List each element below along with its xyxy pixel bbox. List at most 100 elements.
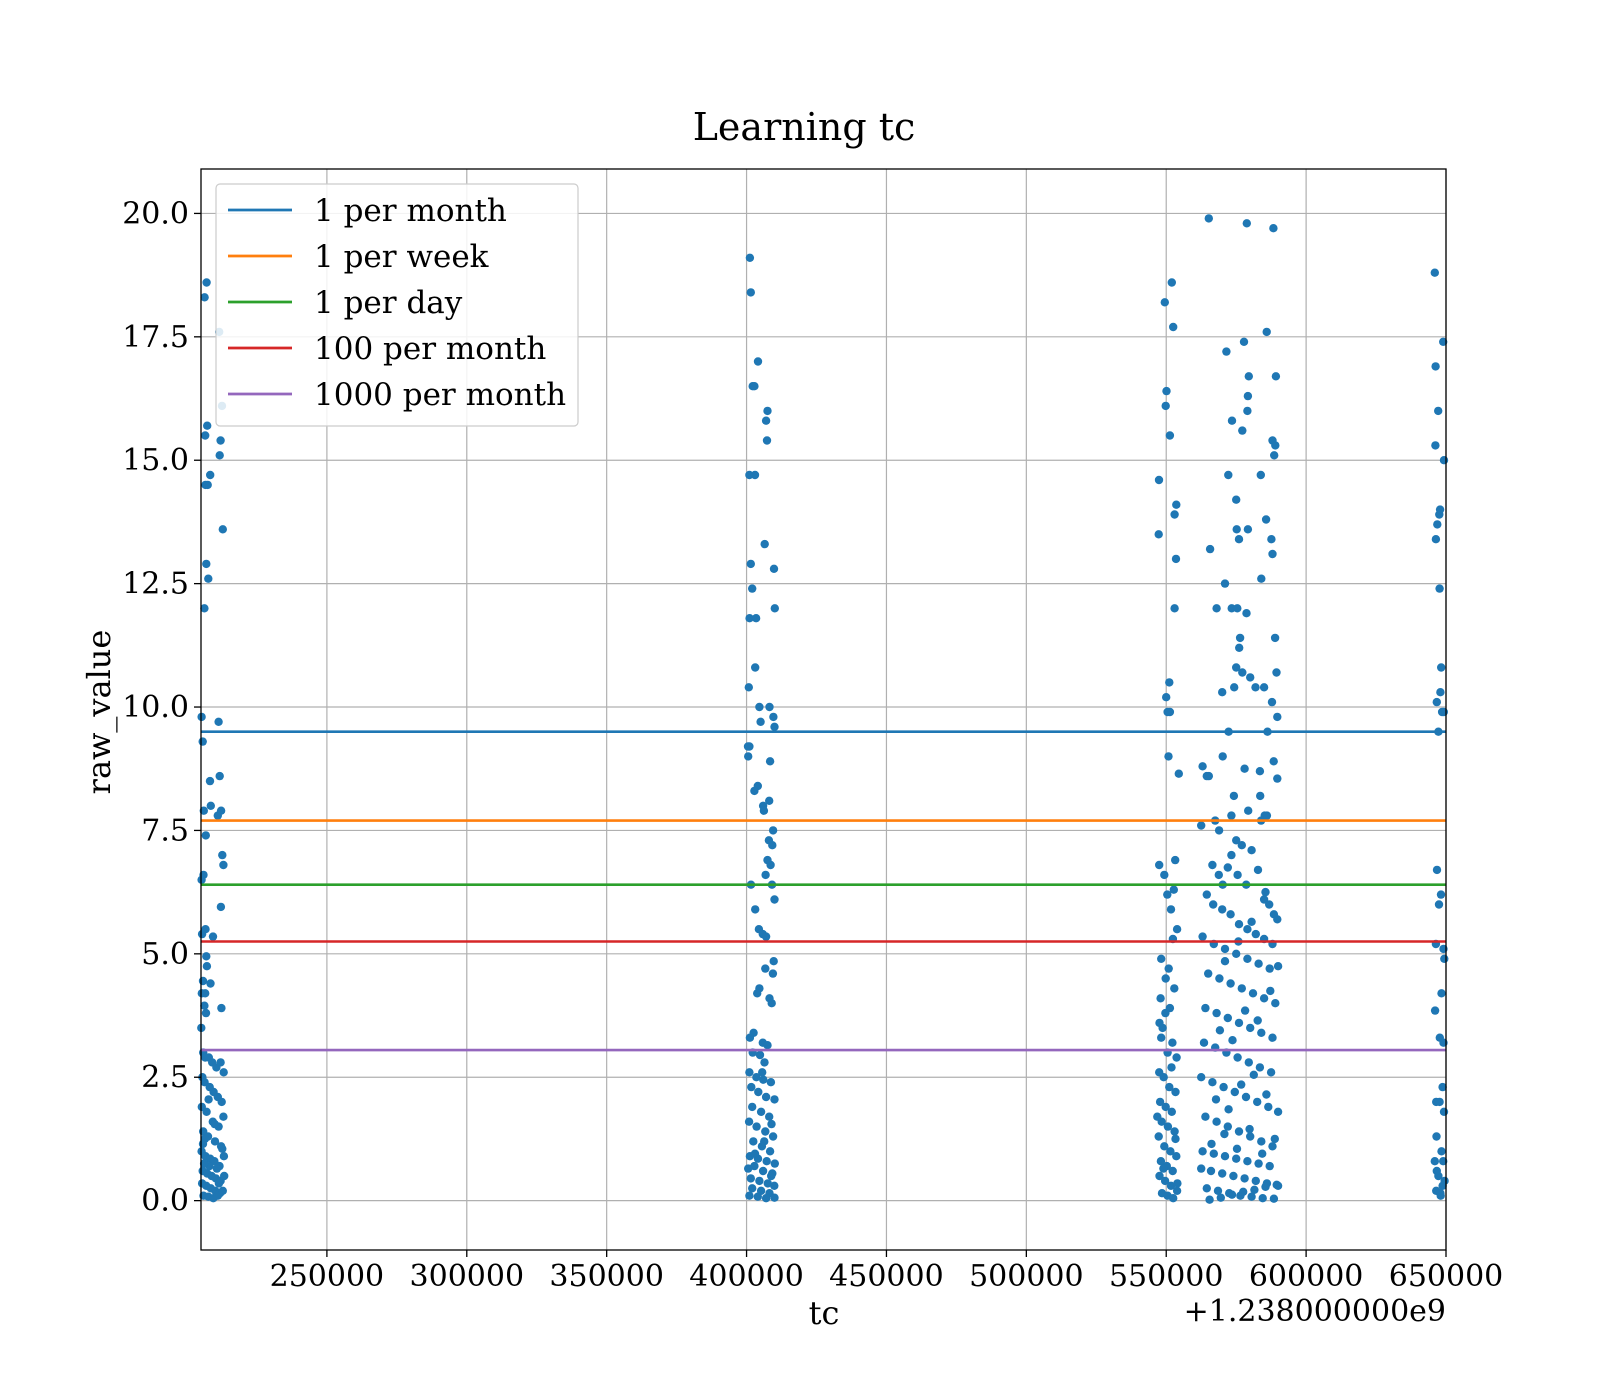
data-point	[745, 1191, 754, 1200]
data-point	[755, 1050, 765, 1060]
data-point	[755, 1176, 764, 1186]
data-point	[212, 1164, 222, 1173]
x-tick-label: 400000	[689, 1259, 804, 1294]
data-point	[1234, 1018, 1244, 1028]
data-point	[745, 253, 755, 262]
data-point	[1254, 959, 1263, 968]
x-tick-label: 650000	[1389, 1259, 1504, 1294]
data-point	[1430, 268, 1440, 277]
data-point	[752, 1073, 761, 1082]
data-point	[1240, 1006, 1250, 1015]
data-point	[1272, 1180, 1281, 1190]
data-point	[1436, 688, 1445, 697]
data-point	[758, 1068, 767, 1077]
data-point	[1251, 929, 1261, 939]
data-point	[1433, 520, 1442, 529]
data-point	[1167, 1107, 1177, 1117]
data-point	[770, 895, 779, 904]
data-point	[1232, 1144, 1242, 1154]
data-point	[761, 932, 771, 941]
data-point	[744, 752, 753, 761]
data-point	[1216, 1193, 1226, 1202]
data-point	[1243, 525, 1253, 534]
data-point	[1172, 1053, 1181, 1062]
data-point	[1269, 1194, 1279, 1203]
x-tick-label: 450000	[829, 1259, 944, 1294]
data-point	[1224, 1105, 1233, 1114]
data-point	[1165, 1082, 1174, 1092]
data-point	[1220, 957, 1230, 966]
data-point	[202, 1107, 211, 1117]
y-tick-label: 7.5	[141, 813, 189, 848]
data-point	[215, 451, 224, 460]
y-tick-label: 15.0	[122, 443, 189, 478]
data-point	[1271, 441, 1280, 450]
data-point	[1198, 762, 1207, 771]
data-point	[1226, 910, 1235, 919]
data-point	[767, 999, 776, 1008]
y-tick-label: 12.5	[122, 567, 189, 602]
y-tick-label: 0.0	[141, 1184, 189, 1219]
data-point	[1218, 752, 1227, 761]
data-point	[1172, 1152, 1181, 1161]
data-point	[210, 1119, 219, 1129]
data-point	[214, 717, 223, 726]
x-axis-offset-label: +1.238000000e9	[1184, 1294, 1446, 1329]
data-point	[1249, 1070, 1259, 1080]
data-point	[1155, 860, 1164, 870]
data-point	[765, 1147, 775, 1156]
data-point	[206, 979, 215, 988]
data-point	[1232, 1154, 1241, 1163]
data-point	[1199, 1038, 1209, 1047]
data-point	[1273, 712, 1282, 722]
data-point	[1242, 609, 1251, 618]
data-point	[1434, 406, 1443, 416]
data-point	[1255, 767, 1265, 776]
data-point	[768, 1132, 778, 1141]
data-point	[752, 1122, 761, 1131]
data-point	[1440, 1176, 1449, 1186]
data-point	[766, 1078, 776, 1087]
data-point	[1434, 900, 1444, 909]
data-point	[200, 604, 209, 613]
data-point	[1268, 549, 1277, 559]
data-point	[1253, 1097, 1262, 1107]
data-point	[1219, 1082, 1228, 1092]
data-point	[769, 564, 779, 573]
data-point	[1245, 1124, 1254, 1134]
data-point	[1228, 1036, 1237, 1045]
data-point	[743, 742, 753, 751]
data-point	[1198, 932, 1207, 941]
data-point	[1173, 1179, 1182, 1188]
data-point	[1270, 1134, 1280, 1144]
y-tick-label: 2.5	[141, 1060, 189, 1095]
data-point	[1430, 1157, 1440, 1166]
data-point	[216, 1058, 225, 1067]
legend-label: 100 per month	[314, 331, 546, 367]
data-point	[1244, 1058, 1254, 1067]
data-point	[216, 436, 225, 445]
data-point	[1440, 954, 1449, 963]
data-point	[748, 1184, 757, 1193]
data-point	[1166, 1147, 1175, 1156]
data-point	[1235, 633, 1245, 643]
data-point	[1155, 1097, 1165, 1107]
data-point	[1229, 1171, 1238, 1181]
data-point	[1254, 1159, 1263, 1168]
data-point	[1214, 870, 1224, 880]
data-point	[1430, 1006, 1440, 1015]
data-point	[1247, 846, 1256, 855]
data-point	[215, 771, 224, 781]
data-point	[204, 574, 213, 583]
data-point	[1257, 1137, 1266, 1146]
data-point	[1251, 683, 1260, 692]
data-point	[753, 357, 763, 366]
data-point	[744, 1164, 753, 1173]
data-point	[1269, 224, 1278, 233]
data-point	[1243, 391, 1253, 401]
data-point	[1163, 1122, 1173, 1131]
data-point	[745, 614, 754, 623]
data-point	[1168, 1166, 1177, 1176]
data-point	[1241, 1092, 1251, 1102]
data-point	[755, 702, 764, 712]
